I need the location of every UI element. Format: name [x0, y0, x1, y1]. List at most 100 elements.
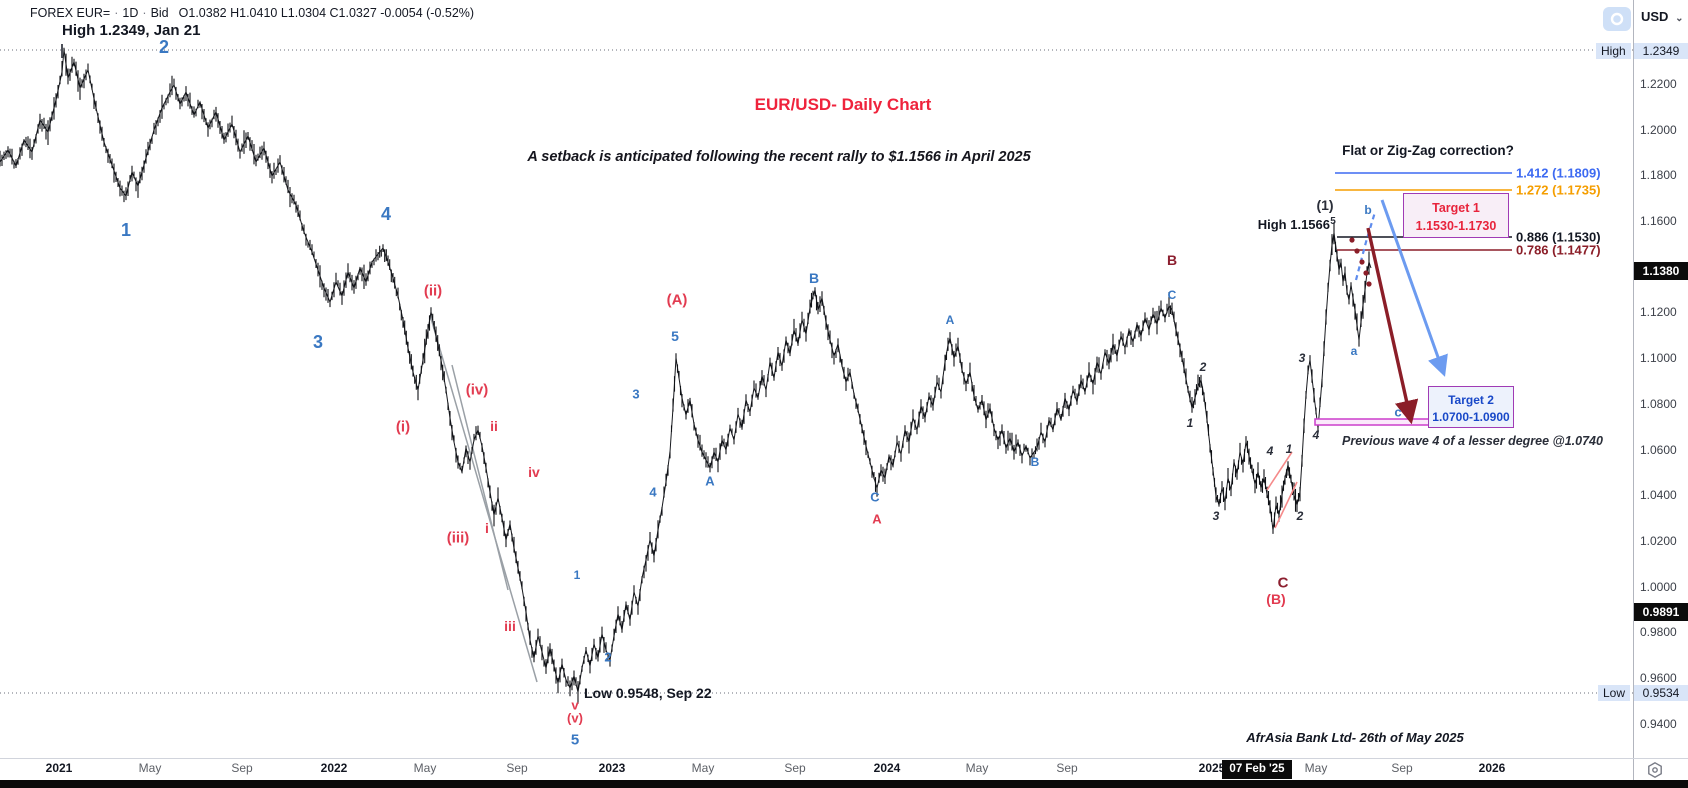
- wave-label-B: B: [1030, 455, 1040, 469]
- symbol-name[interactable]: FOREX EUR=: [30, 6, 111, 20]
- gear-icon: [1648, 761, 1662, 779]
- wave-label-4: 4: [1266, 444, 1274, 458]
- price-axis-label-1.1600: 1.1600: [1640, 214, 1677, 228]
- wave-label-(ii): (ii): [423, 282, 443, 300]
- target1-name: Target 1: [1432, 201, 1480, 215]
- high-tag-badge: High: [1596, 43, 1631, 59]
- time-axis-label-May[interactable]: May: [413, 761, 437, 775]
- candlestick-bars: [0, 47, 1370, 704]
- wave-label-iii: iii: [504, 618, 516, 634]
- price-axis-border: [1633, 0, 1634, 788]
- currency-dropdown[interactable]: USD ⌄: [1641, 9, 1683, 24]
- time-axis-label-2024[interactable]: 2024: [873, 761, 901, 775]
- target1-box[interactable]: Target 1 1.1530-1.1730: [1403, 193, 1509, 238]
- wave-label-2: 2: [1199, 360, 1207, 374]
- ohlc-legend[interactable]: FOREX EUR= · 1D · Bid O1.0382 H1.0410 L1.0304…: [30, 6, 474, 20]
- chart-subtitle: A setback is anticipated following the r…: [527, 149, 1031, 165]
- time-axis-label-May[interactable]: May: [691, 761, 715, 775]
- target2-range: 1.0700-1.0900: [1432, 410, 1510, 425]
- price-axis-label-1.1200: 1.1200: [1640, 305, 1677, 319]
- time-axis-label-May[interactable]: May: [1304, 761, 1328, 775]
- price-axis-label-0.9800: 0.9800: [1640, 625, 1677, 639]
- time-axis-label-2021[interactable]: 2021: [45, 761, 73, 775]
- price-axis-high-value: 1.2349: [1634, 43, 1688, 59]
- open-value: O1.0382: [178, 6, 227, 20]
- wave-label-i: i: [485, 520, 489, 536]
- wave-label-(A): (A): [666, 291, 688, 309]
- wave-label-(v): (v): [567, 710, 583, 726]
- price-axis-label-1.2200: 1.2200: [1640, 77, 1677, 91]
- high-1-1566-label: High 1.1566: [1257, 217, 1330, 232]
- price-axis-label-0.9600: 0.9600: [1640, 671, 1677, 685]
- wave-label-2: 2: [158, 37, 170, 57]
- time-axis-label-Sep[interactable]: Sep: [1391, 761, 1413, 775]
- projection-dot-1: [1354, 248, 1360, 254]
- wave-label-2: 2: [604, 649, 612, 665]
- low-value: L1.0304: [280, 6, 327, 20]
- time-axis-border: [0, 758, 1688, 759]
- wave-b-dashed-path: [1354, 211, 1377, 281]
- time-axis-label-2022[interactable]: 2022: [320, 761, 348, 775]
- wave-label-iv: iv: [528, 464, 540, 480]
- wave-label-a: a: [1350, 344, 1358, 358]
- currency-label: USD: [1641, 9, 1669, 24]
- projection-dot-4: [1366, 281, 1372, 287]
- camera-icon: [1610, 12, 1624, 26]
- wave-label-B: B: [808, 270, 820, 286]
- wave-label-5: 5: [1330, 216, 1336, 227]
- price-axis-label-1.0800: 1.0800: [1640, 397, 1677, 411]
- red-channel-line-0: [1266, 451, 1293, 491]
- chart-title: EUR/USD- Daily Chart: [754, 95, 932, 114]
- target2-name: Target 2: [1448, 393, 1494, 407]
- wave-label-A: A: [705, 473, 715, 489]
- separator: ·: [142, 6, 147, 20]
- time-axis-label-May[interactable]: May: [138, 761, 162, 775]
- separator: ·: [114, 6, 119, 20]
- wave-label-1: 1: [1186, 416, 1194, 430]
- wave-label-4: 4: [649, 484, 657, 500]
- bearish-projection-arrow: [1366, 227, 1419, 425]
- gray-trendline-0: [429, 314, 538, 683]
- time-axis-label-May[interactable]: May: [965, 761, 989, 775]
- screenshot-camera-button[interactable]: [1603, 7, 1631, 31]
- wave-label-4: 4: [380, 204, 392, 224]
- wave-label-C: C: [870, 489, 880, 505]
- projection-dot-3: [1363, 270, 1369, 276]
- wave-label-2: 2: [1296, 509, 1304, 523]
- wave-label-A: A: [945, 313, 955, 327]
- time-axis-label-Sep[interactable]: Sep: [784, 761, 806, 775]
- wave-label-(i): (i): [395, 418, 411, 436]
- fib-label-0.786: 0.786 (1.1477): [1516, 242, 1601, 258]
- target2-box[interactable]: Target 2 1.0700-1.0900: [1428, 386, 1514, 428]
- price-axis-label-1.0200: 1.0200: [1640, 534, 1677, 548]
- bank-credit-note: AfrAsia Bank Ltd- 26th of May 2025: [1246, 730, 1464, 745]
- window-bottom-bar: [0, 780, 1688, 788]
- price-axis-label-1.0000: 1.0000: [1640, 580, 1677, 594]
- wave-label-(B): (B): [1266, 591, 1286, 607]
- time-axis-label-Sep[interactable]: Sep: [231, 761, 253, 775]
- change-value: -0.0054 (-0.52%): [380, 6, 475, 20]
- wave-label-1: 1: [1285, 442, 1293, 456]
- time-axis-label-2023[interactable]: 2023: [598, 761, 626, 775]
- time-axis-label-Sep[interactable]: Sep: [506, 761, 528, 775]
- wave-label-A: A: [872, 511, 882, 527]
- price-axis-label-1.2000: 1.2000: [1640, 123, 1677, 137]
- red-channel-line-1: [1274, 481, 1298, 529]
- axis-settings-button[interactable]: [1646, 761, 1664, 784]
- time-axis-label-Sep[interactable]: Sep: [1056, 761, 1078, 775]
- close-value: C1.0327: [329, 6, 377, 20]
- previous-wave4-note: Previous wave 4 of a lesser degree @1.07…: [1342, 434, 1603, 448]
- wave-label-1: 1: [573, 568, 581, 582]
- time-axis-label-2026[interactable]: 2026: [1478, 761, 1506, 775]
- wave-label-3: 3: [1212, 509, 1220, 523]
- interval-label[interactable]: 1D: [122, 6, 139, 20]
- wave-label-ii: ii: [490, 418, 498, 434]
- high-value: H1.0410: [230, 6, 278, 20]
- crosshair-date-badge: 07 Feb '25: [1222, 760, 1292, 779]
- wave-label-b: b: [1364, 203, 1372, 217]
- wave-label-C: C: [1277, 574, 1289, 592]
- wave-label-(iii): (iii): [446, 529, 470, 547]
- wave-label-1: 1: [120, 220, 132, 240]
- time-axis-label-2025[interactable]: 2025: [1198, 761, 1226, 775]
- low-tag-badge: Low: [1598, 685, 1631, 701]
